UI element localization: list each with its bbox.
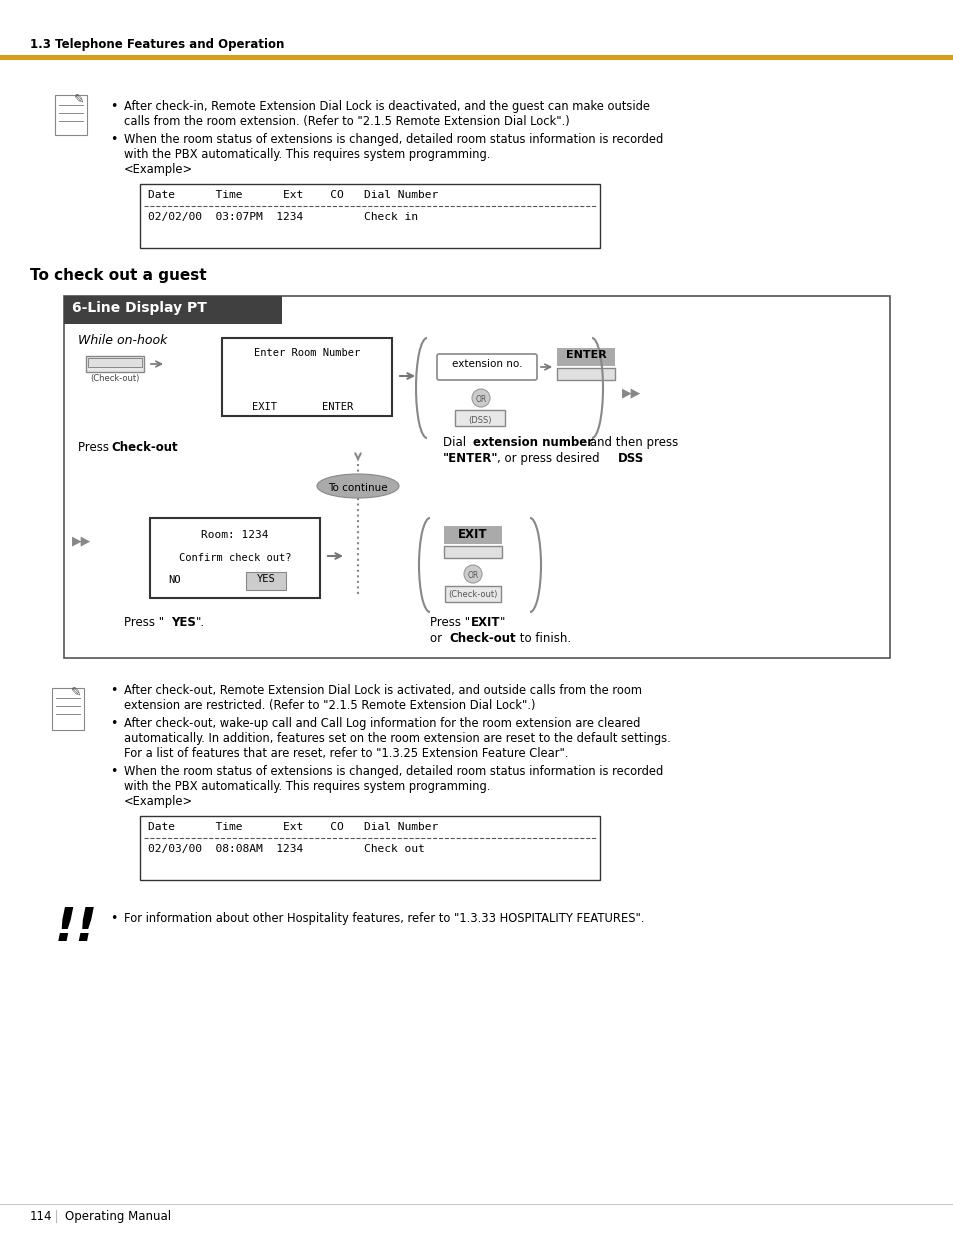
Text: OR: OR	[475, 394, 486, 404]
Text: EXIT: EXIT	[252, 403, 276, 412]
Text: (Check-out): (Check-out)	[448, 589, 497, 599]
Bar	[55, 95, 87, 135]
Bar	[52, 688, 84, 730]
Bar	[246, 572, 286, 590]
Text: To continue: To continue	[328, 483, 388, 493]
Text: Check-out: Check-out	[449, 632, 515, 645]
Text: (Check-out): (Check-out)	[91, 374, 139, 383]
Text: •: •	[110, 684, 117, 697]
Text: automatically. In addition, features set on the room extension are reset to the : automatically. In addition, features set…	[124, 732, 670, 745]
Text: When the room status of extensions is changed, detailed room status information : When the room status of extensions is ch…	[124, 133, 662, 146]
Text: , or press desired: , or press desired	[497, 452, 602, 466]
Bar	[443, 526, 501, 543]
Text: .: .	[639, 452, 642, 466]
Text: ✎: ✎	[71, 685, 81, 699]
Text: When the room status of extensions is changed, detailed room status information : When the room status of extensions is ch…	[124, 764, 662, 778]
Text: DSS: DSS	[618, 452, 643, 466]
Text: EXIT: EXIT	[471, 616, 500, 629]
Text: While on-hook: While on-hook	[78, 333, 167, 347]
Bar	[150, 517, 319, 598]
Bar	[455, 410, 504, 426]
Circle shape	[463, 564, 481, 583]
Text: After check-out, Remote Extension Dial Lock is activated, and outside calls from: After check-out, Remote Extension Dial L…	[124, 684, 641, 697]
Circle shape	[472, 389, 490, 408]
Text: 02/02/00  03:07PM  1234         Check in: 02/02/00 03:07PM 1234 Check in	[148, 212, 417, 222]
Text: <Example>: <Example>	[124, 163, 193, 177]
Text: ENTER: ENTER	[565, 350, 606, 359]
Bar	[64, 296, 282, 324]
Text: •: •	[110, 100, 117, 112]
Text: "ENTER": "ENTER"	[442, 452, 498, 466]
Text: 114: 114	[30, 1210, 52, 1223]
Bar	[444, 585, 500, 601]
Text: ": "	[499, 616, 505, 629]
Text: Press ": Press "	[430, 616, 470, 629]
Text: and then press: and then press	[585, 436, 678, 450]
Bar	[86, 356, 144, 372]
Bar	[140, 184, 599, 248]
Ellipse shape	[316, 474, 398, 498]
Text: •: •	[110, 764, 117, 778]
Text: YES: YES	[171, 616, 195, 629]
Text: Confirm check out?: Confirm check out?	[178, 553, 291, 563]
Text: To check out a guest: To check out a guest	[30, 268, 207, 283]
Text: NO: NO	[168, 576, 180, 585]
Bar	[443, 546, 501, 558]
Text: •: •	[110, 133, 117, 146]
FancyBboxPatch shape	[436, 354, 537, 380]
Text: 6-Line Display PT: 6-Line Display PT	[71, 301, 207, 315]
Text: with the PBX automatically. This requires system programming.: with the PBX automatically. This require…	[124, 148, 490, 161]
Text: Date      Time      Ext    CO   Dial Number: Date Time Ext CO Dial Number	[148, 823, 437, 832]
Text: EXIT: EXIT	[457, 529, 487, 541]
Text: Press ": Press "	[124, 616, 164, 629]
Bar	[140, 816, 599, 881]
Text: OR: OR	[467, 571, 478, 579]
Text: .: .	[173, 441, 177, 454]
Text: ".: ".	[195, 616, 205, 629]
Text: ▶▶: ▶▶	[621, 387, 640, 399]
Text: extension are restricted. (Refer to "2.1.5 Remote Extension Dial Lock".): extension are restricted. (Refer to "2.1…	[124, 699, 535, 713]
Text: extension no.: extension no.	[452, 359, 521, 369]
Text: (DSS): (DSS)	[468, 415, 491, 425]
Text: YES: YES	[256, 574, 275, 584]
Bar	[64, 296, 889, 658]
Text: or: or	[430, 632, 445, 645]
Text: Operating Manual: Operating Manual	[65, 1210, 171, 1223]
Bar	[88, 358, 142, 367]
Text: For information about other Hospitality features, refer to "1.3.33 HOSPITALITY F: For information about other Hospitality …	[124, 911, 644, 925]
Text: extension number: extension number	[473, 436, 593, 450]
Bar	[222, 338, 392, 416]
Text: •: •	[110, 911, 117, 925]
Bar	[557, 348, 615, 366]
Text: Dial: Dial	[442, 436, 470, 450]
Text: ✎: ✎	[73, 93, 84, 106]
Bar	[0, 56, 953, 61]
Bar	[557, 368, 615, 380]
Text: ▶▶: ▶▶	[71, 534, 91, 547]
Text: calls from the room extension. (Refer to "2.1.5 Remote Extension Dial Lock".): calls from the room extension. (Refer to…	[124, 115, 569, 128]
Text: For a list of features that are reset, refer to "1.3.25 Extension Feature Clear": For a list of features that are reset, r…	[124, 747, 568, 760]
Text: Check-out: Check-out	[111, 441, 177, 454]
Text: •: •	[110, 718, 117, 730]
Text: ENTER: ENTER	[322, 403, 353, 412]
Text: to finish.: to finish.	[516, 632, 571, 645]
Text: After check-out, wake-up call and Call Log information for the room extension ar: After check-out, wake-up call and Call L…	[124, 718, 639, 730]
Text: !!: !!	[55, 906, 98, 951]
Text: Date      Time      Ext    CO   Dial Number: Date Time Ext CO Dial Number	[148, 190, 437, 200]
Text: Press: Press	[78, 441, 112, 454]
Text: <Example>: <Example>	[124, 795, 193, 808]
Text: After check-in, Remote Extension Dial Lock is deactivated, and the guest can mak: After check-in, Remote Extension Dial Lo…	[124, 100, 649, 112]
Bar	[438, 356, 535, 378]
Text: with the PBX automatically. This requires system programming.: with the PBX automatically. This require…	[124, 781, 490, 793]
Text: Room: 1234: Room: 1234	[201, 530, 269, 540]
Text: Enter Room Number: Enter Room Number	[253, 348, 359, 358]
Text: 1.3 Telephone Features and Operation: 1.3 Telephone Features and Operation	[30, 38, 284, 51]
Text: 02/03/00  08:08AM  1234         Check out: 02/03/00 08:08AM 1234 Check out	[148, 844, 424, 853]
